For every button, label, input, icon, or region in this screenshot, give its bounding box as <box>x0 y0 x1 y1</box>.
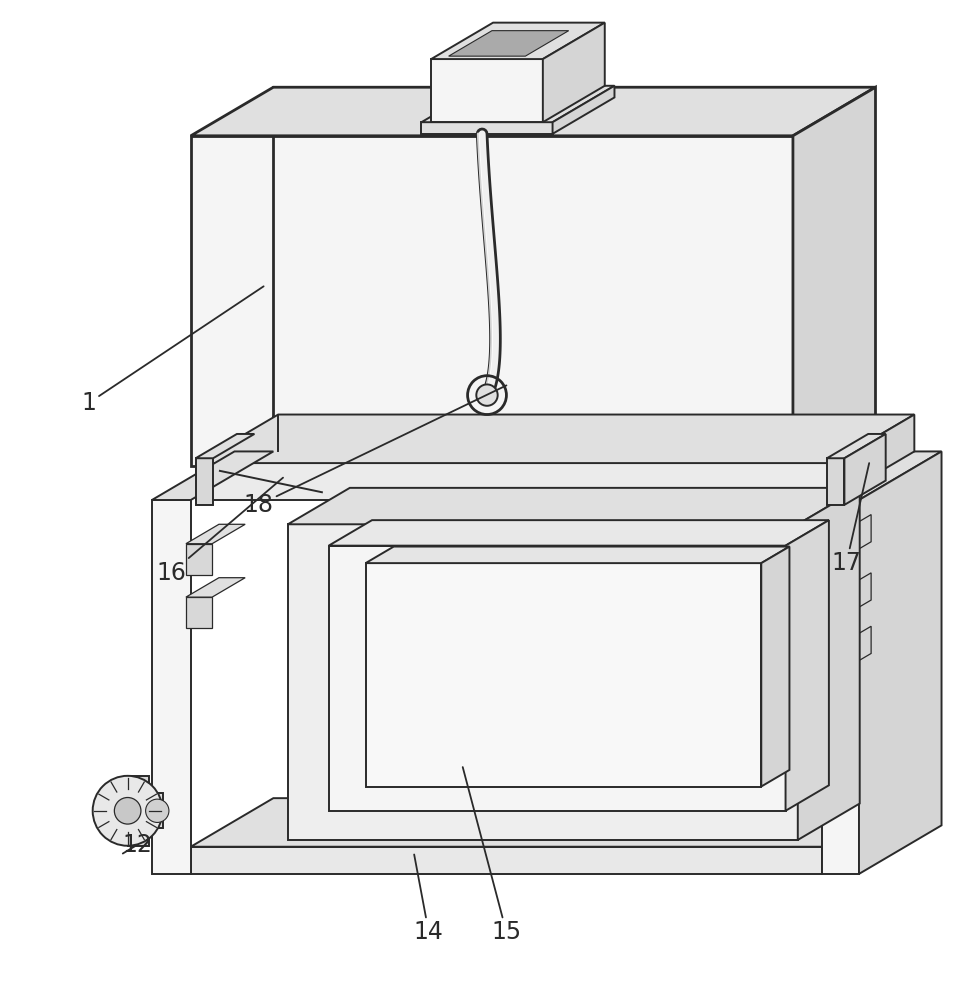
Polygon shape <box>543 23 605 122</box>
Circle shape <box>93 776 163 846</box>
Polygon shape <box>328 520 829 546</box>
Polygon shape <box>431 59 543 122</box>
Polygon shape <box>822 451 942 500</box>
Polygon shape <box>805 597 830 624</box>
Polygon shape <box>328 546 786 811</box>
Polygon shape <box>827 434 885 458</box>
Polygon shape <box>186 578 245 597</box>
Polygon shape <box>288 524 798 840</box>
Polygon shape <box>191 798 905 847</box>
Circle shape <box>114 798 141 824</box>
Polygon shape <box>365 563 762 787</box>
Circle shape <box>476 384 498 406</box>
Polygon shape <box>822 500 859 874</box>
Polygon shape <box>365 547 790 563</box>
Polygon shape <box>832 415 915 500</box>
Polygon shape <box>196 463 832 500</box>
Polygon shape <box>152 500 191 874</box>
Polygon shape <box>798 488 860 840</box>
Polygon shape <box>422 122 552 134</box>
Text: 18: 18 <box>244 385 506 517</box>
Polygon shape <box>844 434 885 505</box>
Polygon shape <box>191 87 876 136</box>
Polygon shape <box>128 776 149 846</box>
Polygon shape <box>793 87 876 466</box>
Polygon shape <box>449 31 569 56</box>
Polygon shape <box>191 847 822 874</box>
Text: 15: 15 <box>463 767 521 944</box>
Text: 17: 17 <box>832 463 869 575</box>
Polygon shape <box>762 547 790 787</box>
Polygon shape <box>830 573 871 624</box>
Polygon shape <box>422 86 615 122</box>
Polygon shape <box>196 415 915 463</box>
Polygon shape <box>552 86 615 134</box>
Polygon shape <box>830 515 871 566</box>
Polygon shape <box>152 451 274 500</box>
Polygon shape <box>830 626 871 678</box>
Circle shape <box>146 799 169 822</box>
Polygon shape <box>186 597 212 628</box>
Polygon shape <box>186 524 245 544</box>
Polygon shape <box>805 539 830 566</box>
Polygon shape <box>827 458 844 505</box>
Polygon shape <box>805 651 830 678</box>
Polygon shape <box>859 451 942 874</box>
Polygon shape <box>186 544 212 575</box>
Text: 16: 16 <box>157 478 283 585</box>
Text: 12: 12 <box>123 833 152 857</box>
Text: 1: 1 <box>82 286 264 415</box>
Polygon shape <box>786 520 829 811</box>
Polygon shape <box>288 488 860 524</box>
Polygon shape <box>196 458 213 505</box>
Polygon shape <box>157 793 163 828</box>
Text: 14: 14 <box>414 854 444 944</box>
Polygon shape <box>191 136 793 466</box>
Polygon shape <box>431 23 605 59</box>
Polygon shape <box>196 434 254 458</box>
